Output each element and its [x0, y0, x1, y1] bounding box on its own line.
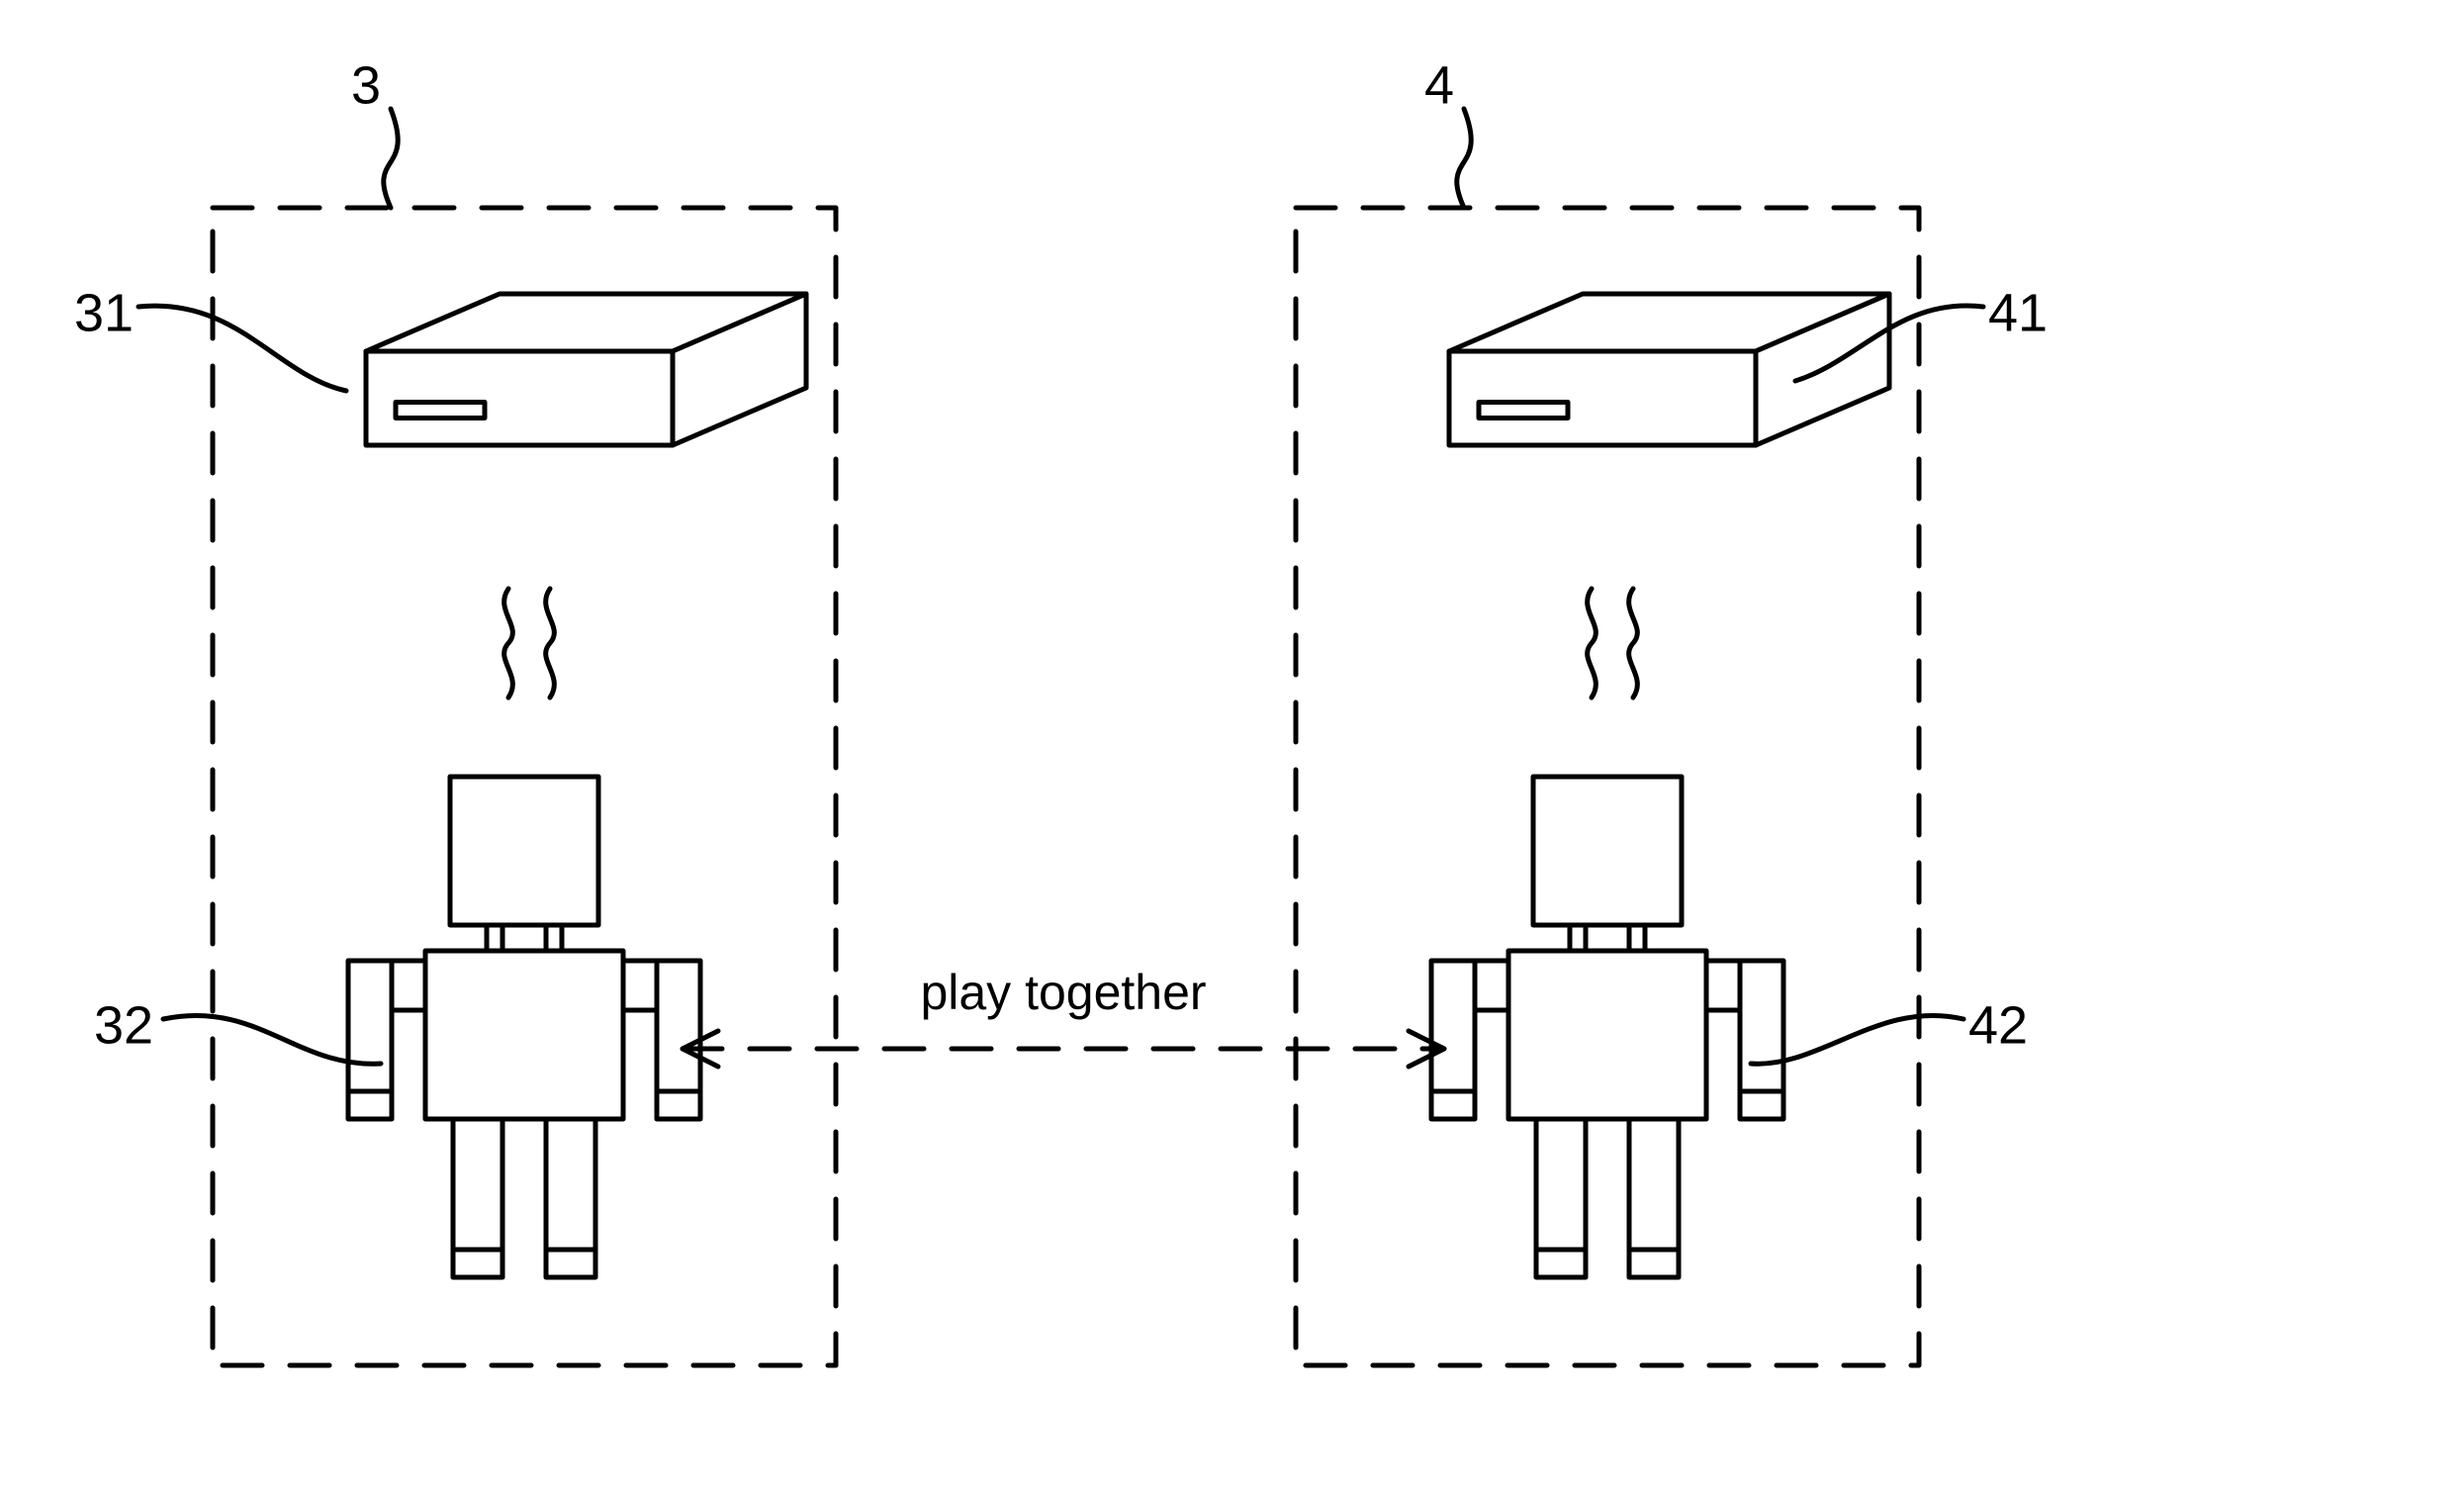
label-32: 32: [94, 995, 153, 1055]
center-text: play together: [920, 965, 1206, 1020]
label-42: 42: [1968, 995, 2028, 1055]
label-41: 41: [1988, 283, 2048, 342]
label-3: 3: [351, 55, 381, 115]
label-4: 4: [1424, 55, 1454, 115]
label-31: 31: [74, 283, 134, 342]
